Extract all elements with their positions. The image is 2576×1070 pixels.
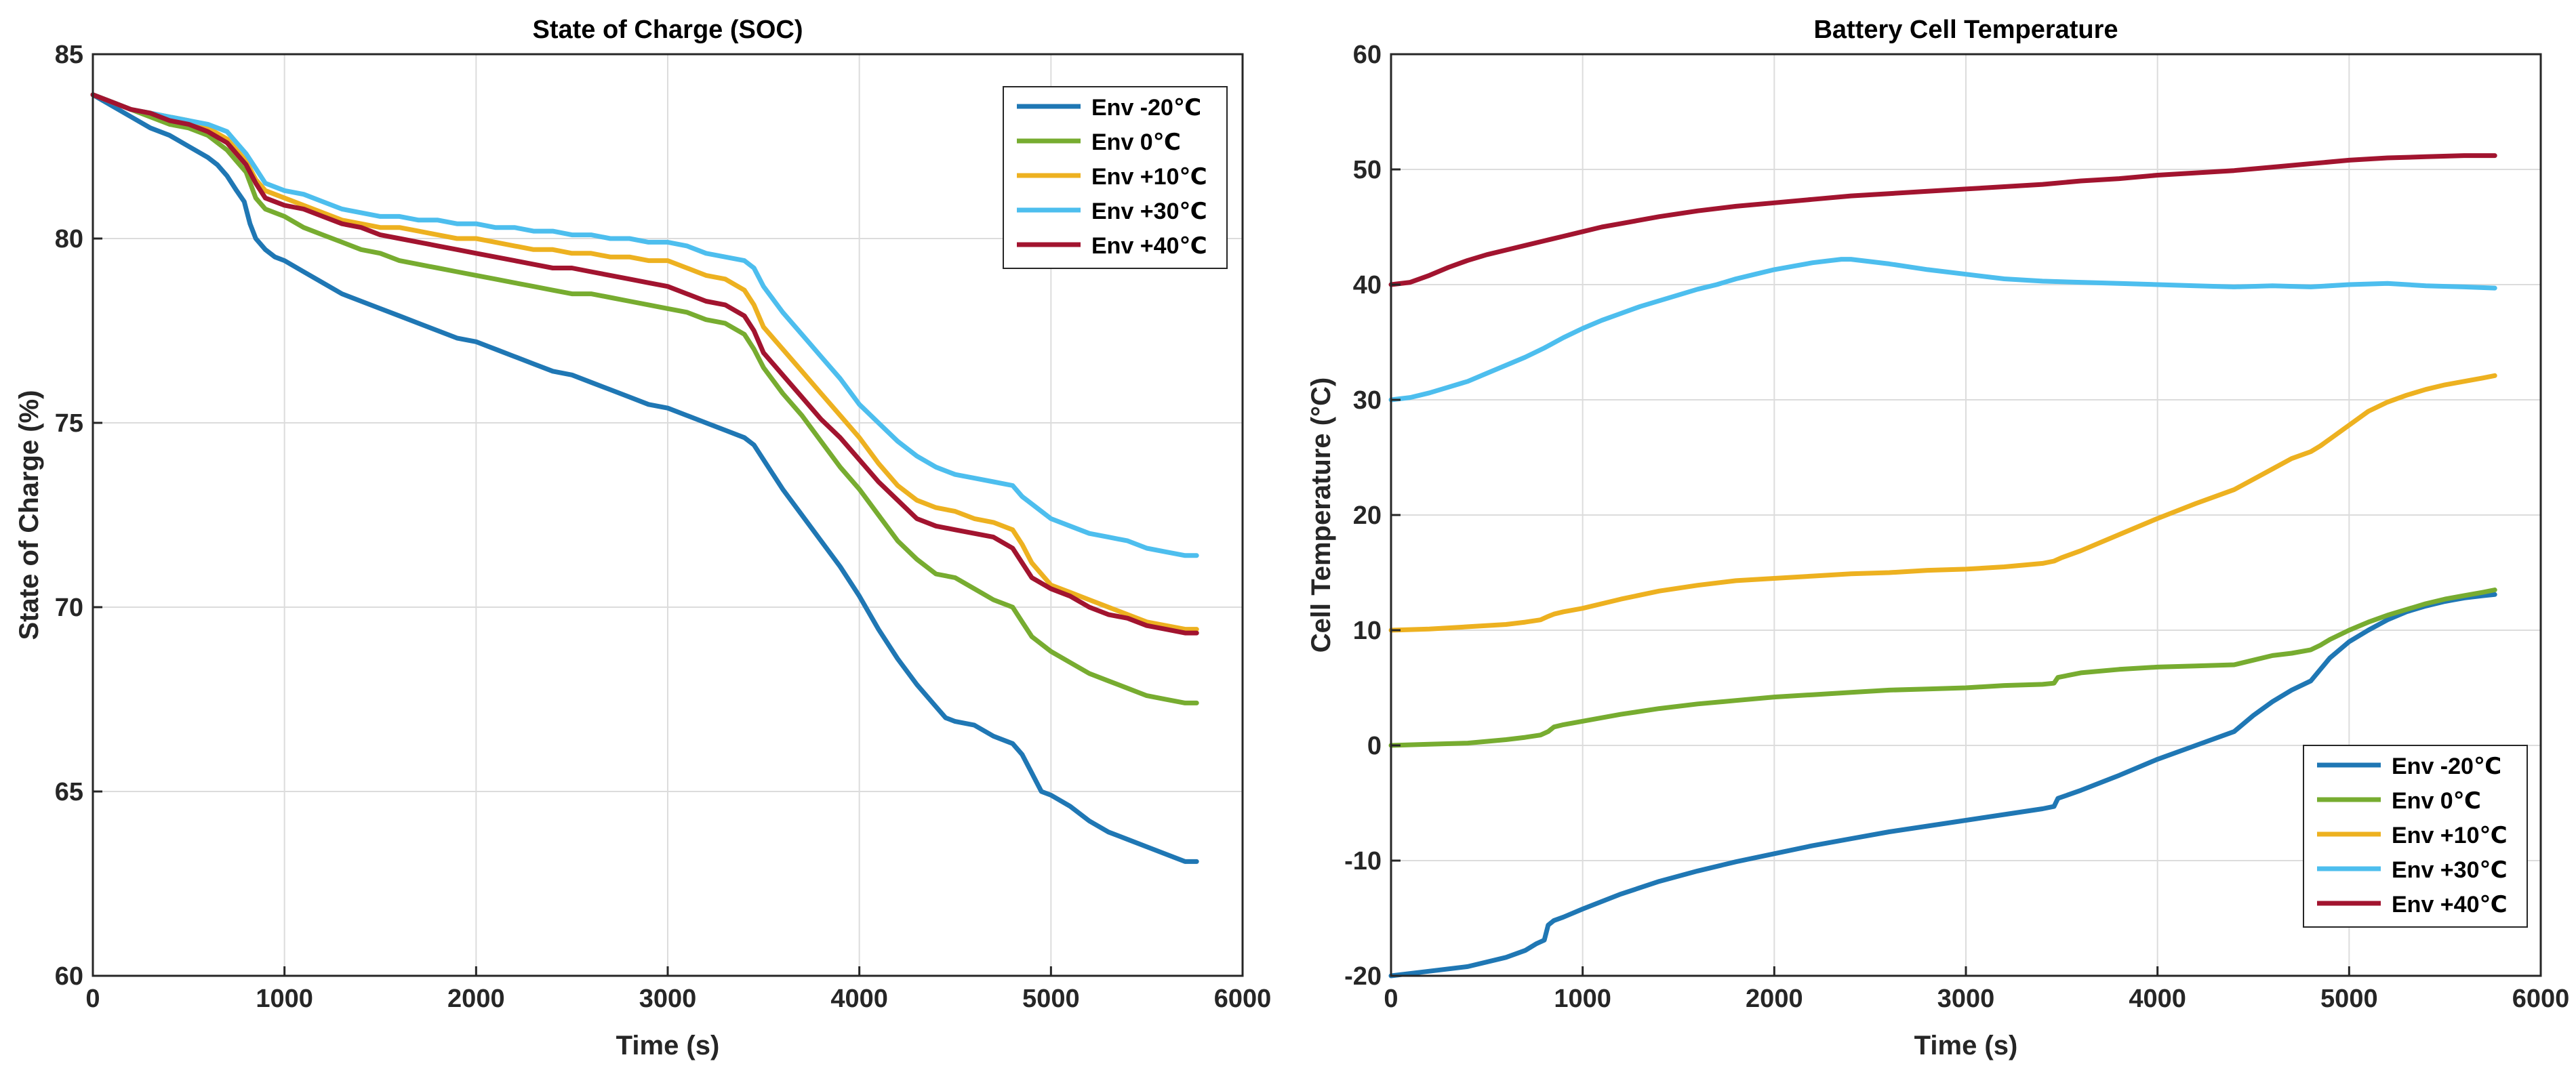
temperature-x-tick-label: 2000 xyxy=(1746,985,1803,1013)
soc-chart: 0 1000 2000 3000 4000 5000 6000 60 65 70 75 80 85 St… xyxy=(14,16,1271,1061)
soc-series-group xyxy=(90,92,1199,864)
soc-series-line-1 xyxy=(90,92,1199,705)
temperature-x-tick-label: 3000 xyxy=(1937,985,1995,1013)
temperature-legend-label-4: Env +40℃ xyxy=(2392,892,2508,918)
soc-legend-label-0: Env -20℃ xyxy=(1091,95,1201,121)
soc-y-tick-label: 80 xyxy=(55,225,83,253)
soc-series-line-3 xyxy=(90,92,1199,558)
temperature-x-tick-label: 4000 xyxy=(2129,985,2186,1013)
soc-legend: Env -20℃ Env 0℃ Env +10℃ Env +30℃ Env +4… xyxy=(1003,86,1228,269)
temperature-y-tick-label: 10 xyxy=(1353,617,1382,645)
soc-x-tick-label: 5000 xyxy=(1022,985,1080,1013)
temperature-legend-label-0: Env -20℃ xyxy=(2392,754,2501,779)
soc-y-tick-label: 75 xyxy=(55,409,83,438)
soc-y-axis-label: State of Charge (%) xyxy=(14,390,44,640)
temperature-x-tick-label: 0 xyxy=(1384,985,1398,1013)
soc-x-tick-label: 6000 xyxy=(1214,985,1272,1013)
temperature-series-line-2 xyxy=(1388,373,2497,633)
soc-chart-title: State of Charge (SOC) xyxy=(532,16,803,44)
soc-legend-label-4: Env +40℃ xyxy=(1091,233,1207,259)
soc-legend-label-2: Env +10℃ xyxy=(1091,164,1207,190)
soc-legend-label-3: Env +30℃ xyxy=(1091,199,1207,224)
temperature-y-tick-label: -20 xyxy=(1344,962,1382,991)
soc-series-line-4 xyxy=(90,92,1199,636)
soc-tick-labels: 0 1000 2000 3000 4000 5000 6000 60 65 70 75 80 85 xyxy=(55,41,1272,1013)
temperature-series-line-0 xyxy=(1388,592,2497,979)
temperature-series-line-4 xyxy=(1388,153,2497,287)
temperature-chart-title: Battery Cell Temperature xyxy=(1813,16,2118,44)
soc-series-line-0 xyxy=(90,92,1199,864)
soc-x-tick-label: 2000 xyxy=(447,985,505,1013)
temperature-y-axis-label: Cell Temperature (°C) xyxy=(1306,377,1336,653)
temperature-x-tick-label: 1000 xyxy=(1554,985,1611,1013)
temperature-y-tick-label: -10 xyxy=(1344,847,1382,876)
temperature-series-line-1 xyxy=(1388,588,2497,748)
temperature-y-tick-label: 60 xyxy=(1353,41,1382,69)
temperature-y-tick-label: 0 xyxy=(1367,732,1382,760)
soc-y-tick-label: 60 xyxy=(55,962,83,991)
soc-y-tick-label: 85 xyxy=(55,41,83,69)
temperature-x-tick-label: 6000 xyxy=(2512,985,2570,1013)
temperature-legend: Env -20℃ Env 0℃ Env +10℃ Env +30℃ Env +4… xyxy=(2303,745,2528,928)
soc-y-tick-label: 65 xyxy=(55,778,83,806)
soc-x-tick-label: 1000 xyxy=(256,985,313,1013)
temperature-x-axis-label: Time (s) xyxy=(1914,1031,2018,1061)
soc-series-line-2 xyxy=(90,92,1199,632)
temperature-x-tick-label: 5000 xyxy=(2320,985,2378,1013)
soc-x-axis-label: Time (s) xyxy=(616,1031,720,1061)
temperature-legend-label-2: Env +10℃ xyxy=(2392,823,2508,848)
soc-x-tick-label: 4000 xyxy=(830,985,888,1013)
temperature-y-tick-label: 20 xyxy=(1353,501,1382,530)
temperature-y-tick-label: 30 xyxy=(1353,386,1382,415)
temperature-tick-labels: 0 1000 2000 3000 4000 5000 6000 -20 -10 0 10 20 30 40… xyxy=(1344,41,2569,1013)
soc-legend-label-1: Env 0℃ xyxy=(1091,129,1181,155)
temperature-legend-label-1: Env 0℃ xyxy=(2392,788,2481,814)
temperature-y-tick-label: 50 xyxy=(1353,156,1382,184)
temperature-series-line-3 xyxy=(1388,257,2497,403)
soc-x-tick-label: 3000 xyxy=(639,985,697,1013)
soc-x-tick-label: 0 xyxy=(85,985,100,1013)
temperature-legend-label-3: Env +30℃ xyxy=(2392,857,2508,883)
temperature-chart: 0 1000 2000 3000 4000 5000 6000 -20 -10 0 10 20 30 40… xyxy=(1306,16,2569,1061)
temperature-series-group xyxy=(1388,153,2497,979)
soc-y-tick-label: 70 xyxy=(55,594,83,622)
temperature-y-tick-label: 40 xyxy=(1353,271,1382,300)
